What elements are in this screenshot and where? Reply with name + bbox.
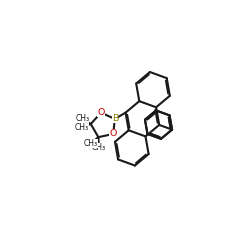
Text: CH₃: CH₃	[92, 143, 106, 152]
Text: B: B	[112, 114, 118, 124]
Text: CH₃: CH₃	[74, 123, 88, 132]
Text: CH₃: CH₃	[75, 114, 90, 123]
Text: O: O	[110, 130, 117, 138]
Text: CH₃: CH₃	[84, 139, 98, 148]
Text: O: O	[97, 108, 104, 117]
